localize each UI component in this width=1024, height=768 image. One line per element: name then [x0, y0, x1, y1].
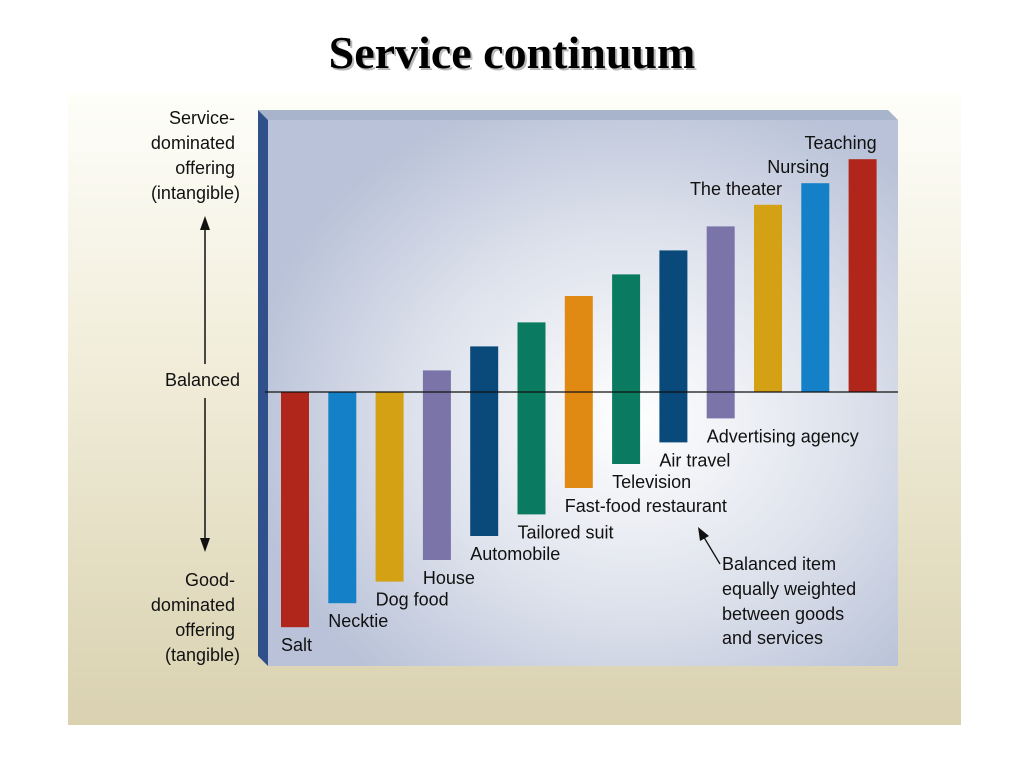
- bar-house: [422, 370, 451, 560]
- bar-air-travel: [659, 250, 688, 443]
- bars-layer: [281, 159, 877, 628]
- bar-label: Dog food: [376, 590, 449, 610]
- axis-bottom-line: dominated: [151, 595, 235, 615]
- bar-label: Air travel: [659, 450, 730, 470]
- annotation-text: Balanced item equally weighted between g…: [722, 554, 861, 648]
- bar-teaching: [848, 159, 877, 392]
- axis-top-label: Service- dominated offering (intangible): [151, 108, 240, 203]
- axis-middle-label: Balanced: [165, 370, 240, 390]
- annotation-line: equally weighted: [722, 579, 856, 599]
- bar-label: Tailored suit: [518, 522, 614, 542]
- bar-the-theater: [754, 204, 782, 392]
- axis-top-line: offering: [175, 158, 235, 178]
- bar-label: Nursing: [767, 157, 829, 177]
- axis-top-line: dominated: [151, 133, 235, 153]
- panel-side-edge: [258, 110, 268, 666]
- axis-bottom-label: Good- dominated offering (tangible): [151, 570, 240, 665]
- axis-arrow-up-head: [200, 216, 210, 230]
- axis-top-line: Service-: [169, 108, 235, 128]
- axis-bottom-line: offering: [175, 620, 235, 640]
- bar-salt: [281, 392, 309, 628]
- bar-label: Salt: [281, 635, 312, 655]
- bar-label: The theater: [690, 179, 782, 199]
- bar-advertising-agency: [706, 226, 735, 419]
- bar-label: Fast-food restaurant: [565, 496, 727, 516]
- balanced-annotation: Balanced item equally weighted between g…: [698, 527, 861, 648]
- annotation-pointer-line: [701, 533, 721, 565]
- axis-arrow: [200, 216, 210, 552]
- bar-label: House: [423, 568, 475, 588]
- bar-tailored-suit: [517, 322, 546, 515]
- bar-label: Automobile: [470, 544, 560, 564]
- bar-necktie: [328, 392, 357, 604]
- bar-automobile: [470, 346, 499, 536]
- annotation-line: and services: [722, 628, 823, 648]
- bar-nursing: [801, 183, 830, 392]
- bar-dog-food: [375, 392, 404, 582]
- annotation-pointer-head: [698, 527, 709, 541]
- bar-television: [612, 274, 641, 464]
- annotation-line: between goods: [722, 604, 844, 624]
- axis-bottom-line: Good-: [185, 570, 235, 590]
- slide-title: Service continuum: [328, 27, 696, 78]
- bar-label: Teaching: [805, 133, 877, 153]
- bar-label: Television: [612, 472, 691, 492]
- bar-label: Advertising agency: [707, 426, 859, 446]
- annotation-line: Balanced item: [722, 554, 836, 574]
- panel-top-edge: [258, 110, 898, 120]
- axis-top-line: (intangible): [151, 183, 240, 203]
- bar-label: Necktie: [328, 611, 388, 631]
- axis-bottom-line: (tangible): [165, 645, 240, 665]
- axis-arrow-down-head: [200, 538, 210, 552]
